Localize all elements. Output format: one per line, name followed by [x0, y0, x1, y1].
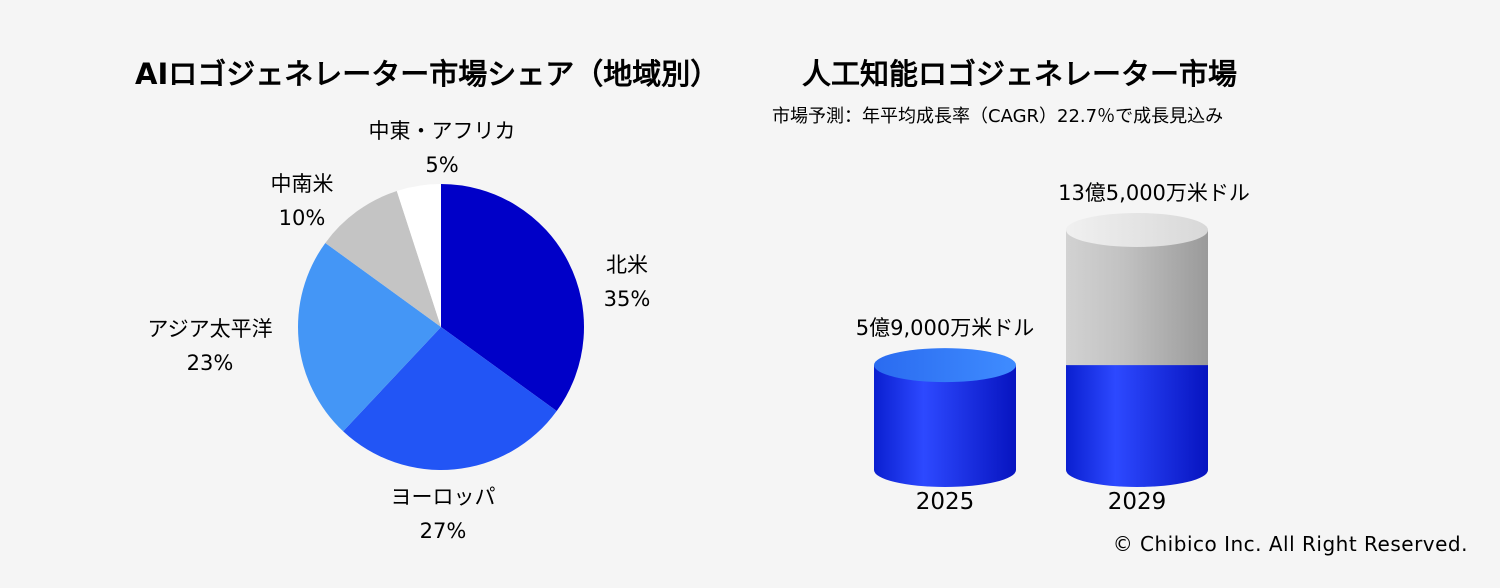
pie-slice-value: 5% [425, 153, 458, 177]
pie-slice-value: 23% [187, 351, 234, 375]
pie-slice [343, 327, 557, 471]
bar-category-label: 2029 [1108, 489, 1167, 515]
bar-chart-title: 人工知能ロゴジェネレーター市場 [802, 57, 1237, 91]
pie-slice-name: 中南米 [271, 172, 334, 196]
pie-slice-value: 10% [279, 206, 326, 230]
bar-growth-segment [1066, 230, 1208, 383]
pie-slice-value: 27% [420, 519, 467, 543]
copyright-notice: © Chibico Inc. All Right Reserved. [1113, 532, 1468, 556]
pie-slice [298, 242, 441, 432]
pie-slice-name: アジア太平洋 [147, 317, 272, 341]
pie-slice-name: 中東・アフリカ [369, 119, 516, 143]
pie-chart-title: AIロゴジェネレーター市場シェア（地域別） [135, 57, 719, 91]
bar-chart-subtitle: 市場予測：年平均成長率（CAGR）22.7％で成長見込み [772, 106, 1223, 127]
pie-slice [441, 184, 584, 412]
pie-chart: 北米 35% ヨーロッパ 27% アジア太平洋 23% 中南米 10% 中東・アフリカ 5% [147, 119, 650, 543]
bar-top [1066, 213, 1208, 247]
pie-slice [396, 184, 441, 327]
bar-base-segment [1066, 365, 1208, 487]
bar-value-label: 13億5,000万米ドル [1058, 181, 1250, 205]
bar-value-label: 5億9,000万米ドル [856, 316, 1034, 340]
bar-chart: 5億9,000万米ドル 2025 13億5,000万米ドル 2029 [856, 181, 1250, 515]
pie-slice-value: 35% [604, 287, 651, 311]
bar-base-segment [874, 365, 1016, 487]
bar-category-label: 2025 [916, 489, 975, 515]
pie-slice-name: 北米 [606, 253, 648, 277]
pie-slice [325, 190, 441, 327]
bar-top [874, 348, 1016, 383]
pie-slice-name: ヨーロッパ [391, 485, 496, 509]
